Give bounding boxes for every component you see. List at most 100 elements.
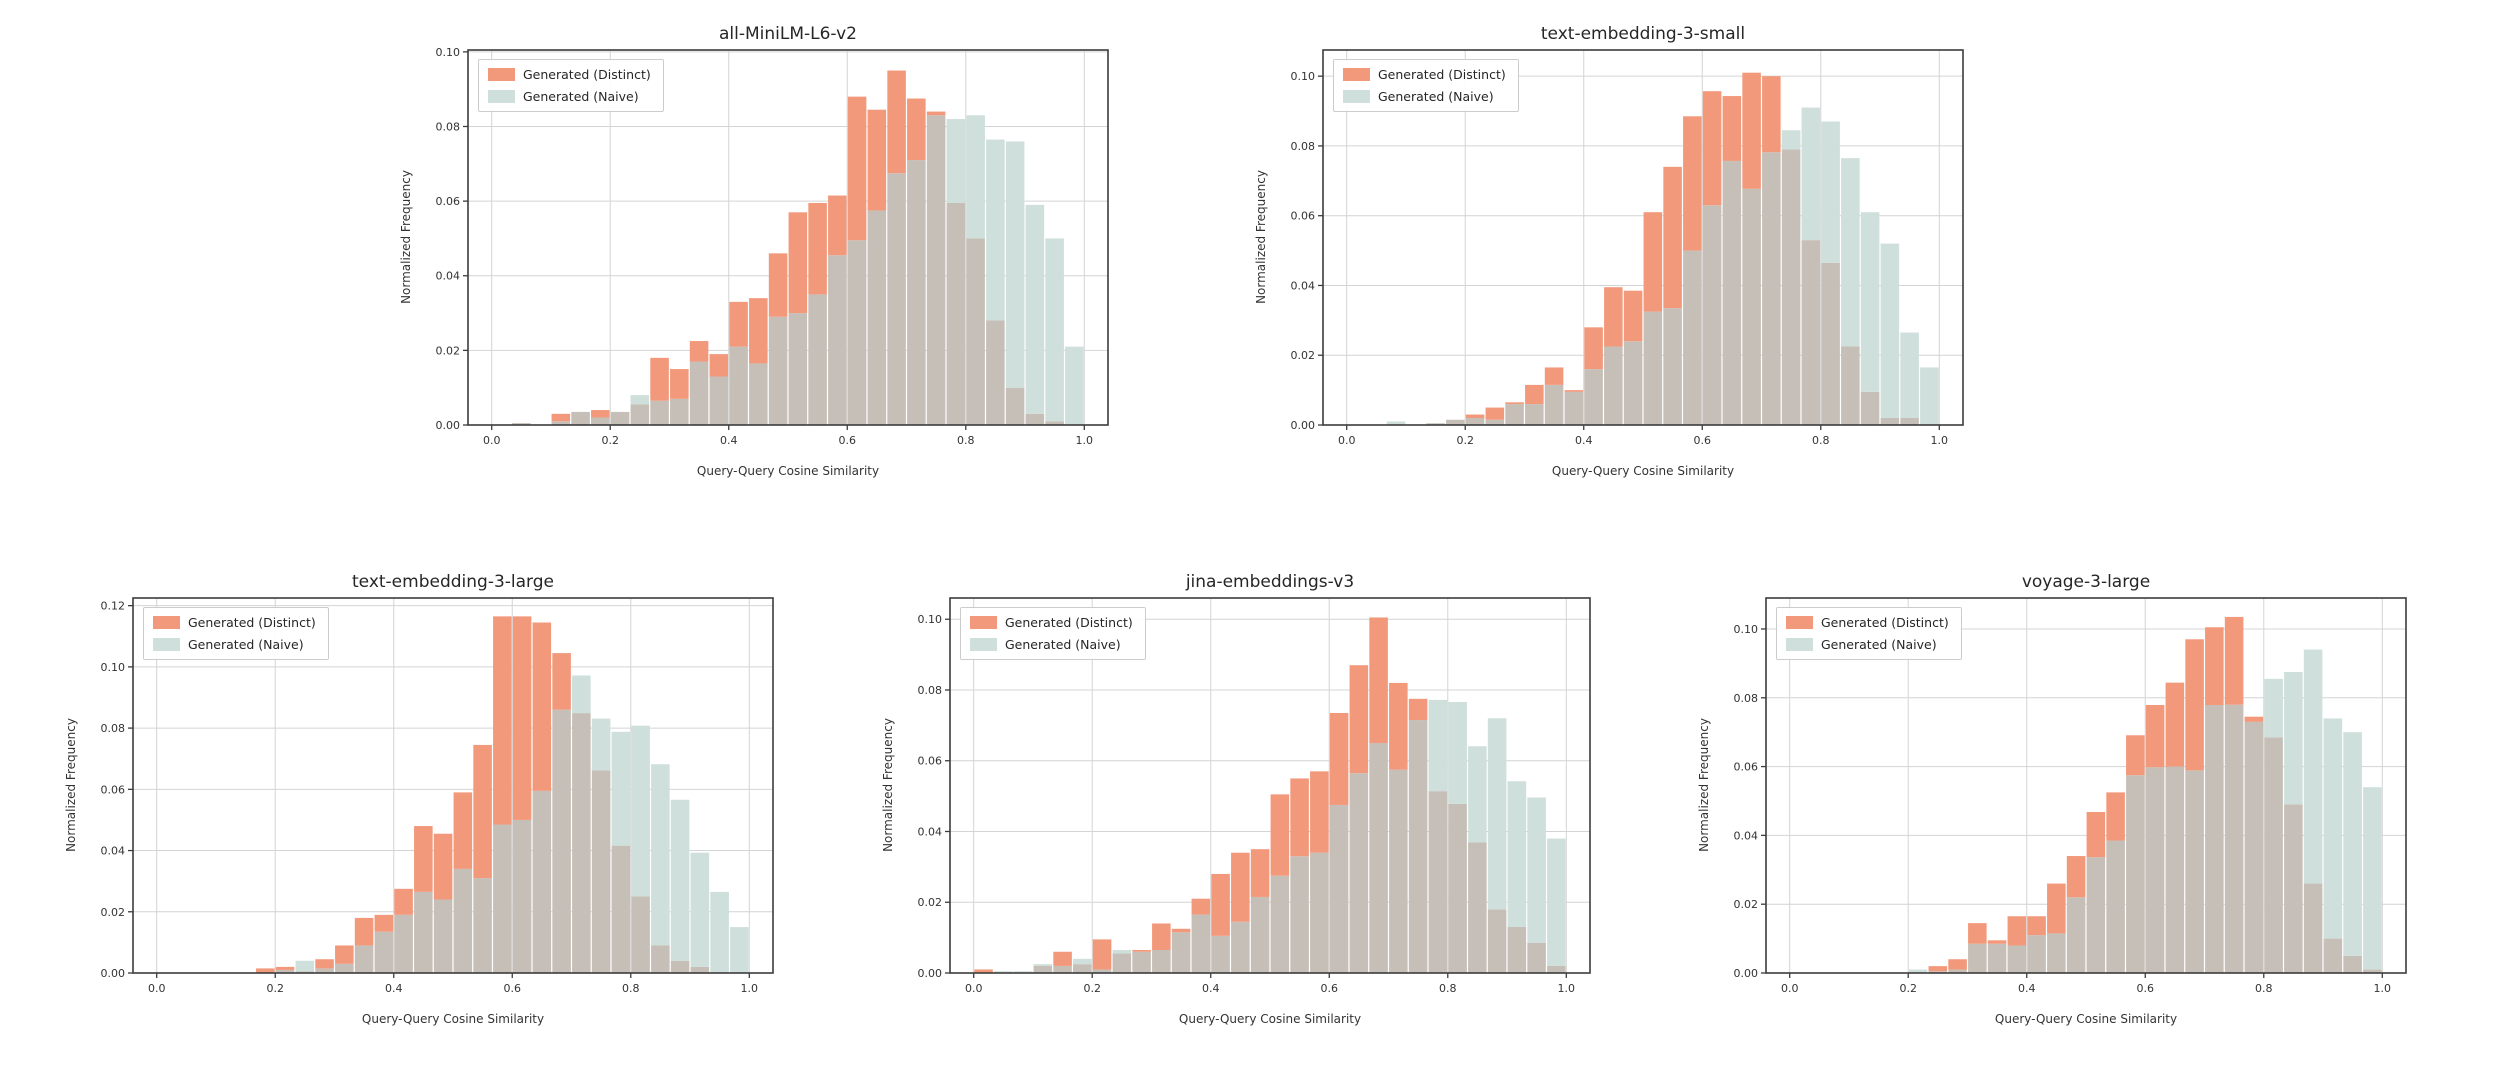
legend-item-naive: Generated (Naive) — [1786, 637, 1949, 652]
chart-text-embedding-3-small: text-embedding-3-small Normalized Freque… — [1245, 22, 1990, 512]
svg-text:0.06: 0.06 — [918, 755, 943, 768]
svg-text:0.4: 0.4 — [2018, 982, 2036, 995]
svg-text:0.2: 0.2 — [1899, 982, 1917, 995]
svg-text:0.8: 0.8 — [957, 434, 975, 447]
legend-item-naive: Generated (Naive) — [153, 637, 316, 652]
svg-text:0.4: 0.4 — [1575, 434, 1593, 447]
histogram-plot: 0.00 0.02 0.04 0.06 0.08 0.10 0.0 0.2 0.4 0.6 0.8 1… — [1734, 597, 2407, 995]
svg-text:0.00: 0.00 — [101, 967, 126, 980]
svg-text:0.6: 0.6 — [1694, 434, 1712, 447]
y-axis-label: Normalized Frequency — [64, 718, 78, 852]
svg-text:0.10: 0.10 — [101, 661, 126, 674]
chart-jina-embeddings-v3: jina-embeddings-v3 Normalized Frequency … — [872, 570, 1617, 1060]
svg-text:0.2: 0.2 — [1456, 434, 1474, 447]
svg-text:0.6: 0.6 — [1321, 982, 1339, 995]
legend-label: Generated (Distinct) — [1005, 615, 1133, 630]
svg-text:0.8: 0.8 — [1439, 982, 1457, 995]
legend-item-distinct: Generated (Distinct) — [970, 615, 1133, 630]
svg-text:0.4: 0.4 — [385, 982, 403, 995]
svg-text:0.04: 0.04 — [1734, 829, 1759, 842]
legend-label: Generated (Distinct) — [188, 615, 316, 630]
x-axis-label: Query-Query Cosine Similarity — [361, 1012, 545, 1026]
distinct-swatch-icon — [488, 68, 515, 81]
y-axis-label: Normalized Frequency — [1254, 170, 1268, 304]
svg-text:0.04: 0.04 — [1291, 279, 1316, 292]
legend-label: Generated (Naive) — [1005, 637, 1121, 652]
svg-text:0.06: 0.06 — [436, 195, 461, 208]
chart-text-embedding-3-large: text-embedding-3-large Normalized Freque… — [55, 570, 800, 1060]
svg-text:0.12: 0.12 — [101, 600, 126, 613]
chart-voyage-3-large: voyage-3-large Normalized Frequency 0.00… — [1688, 570, 2433, 1060]
naive-swatch-icon — [488, 90, 515, 103]
svg-text:0.10: 0.10 — [1734, 623, 1759, 636]
x-axis-label: Query-Query Cosine Similarity — [1551, 464, 1735, 478]
chart-all-minilm-l6-v2: all-MiniLM-L6-v2 Normalized Frequency 0.… — [390, 22, 1135, 512]
svg-text:0.2: 0.2 — [266, 982, 284, 995]
legend-item-naive: Generated (Naive) — [488, 89, 651, 104]
legend-item-naive: Generated (Naive) — [970, 637, 1133, 652]
svg-text:0.08: 0.08 — [436, 120, 461, 133]
legend: Generated (Distinct) Generated (Naive) — [478, 59, 664, 112]
svg-text:0.02: 0.02 — [1291, 349, 1316, 362]
svg-text:0.04: 0.04 — [436, 270, 461, 283]
svg-text:0.10: 0.10 — [436, 46, 461, 59]
svg-text:0.08: 0.08 — [918, 684, 943, 697]
naive-swatch-icon — [1786, 638, 1813, 651]
y-axis-label: Normalized Frequency — [1697, 718, 1711, 852]
legend-item-distinct: Generated (Distinct) — [153, 615, 316, 630]
svg-text:0.06: 0.06 — [1291, 210, 1316, 223]
legend-label: Generated (Naive) — [1821, 637, 1937, 652]
histogram-plot: 0.00 0.02 0.04 0.06 0.08 0.10 0.0 0.2 0.4 0.6 0.8 1… — [436, 46, 1109, 447]
distinct-swatch-icon — [1786, 616, 1813, 629]
x-axis-label: Query-Query Cosine Similarity — [1178, 1012, 1362, 1026]
histogram-plot: 0.00 0.02 0.04 0.06 0.08 0.10 0.12 0.0 0.2 0.4 0.6… — [101, 597, 774, 995]
svg-text:0.0: 0.0 — [1781, 982, 1799, 995]
naive-swatch-icon — [153, 638, 180, 651]
svg-text:1.0: 1.0 — [2374, 982, 2392, 995]
legend: Generated (Distinct) Generated (Naive) — [143, 607, 329, 660]
svg-text:0.8: 0.8 — [2255, 982, 2273, 995]
svg-text:0.10: 0.10 — [1291, 70, 1316, 83]
svg-text:0.02: 0.02 — [436, 344, 461, 357]
chart-title: jina-embeddings-v3 — [1185, 572, 1355, 592]
svg-text:0.02: 0.02 — [101, 906, 126, 919]
svg-text:0.00: 0.00 — [436, 419, 461, 432]
svg-text:1.0: 1.0 — [1076, 434, 1094, 447]
svg-text:0.8: 0.8 — [622, 982, 640, 995]
distinct-swatch-icon — [970, 616, 997, 629]
svg-text:0.04: 0.04 — [918, 825, 943, 838]
y-axis-label: Normalized Frequency — [399, 170, 413, 304]
histogram-plot: 0.00 0.02 0.04 0.06 0.08 0.10 0.0 0.2 0.4 0.6 0.8 1… — [918, 597, 1591, 995]
x-axis-label: Query-Query Cosine Similarity — [696, 464, 880, 478]
svg-text:0.8: 0.8 — [1812, 434, 1830, 447]
svg-text:0.02: 0.02 — [1734, 898, 1759, 911]
svg-text:0.0: 0.0 — [148, 982, 166, 995]
legend-item-distinct: Generated (Distinct) — [1786, 615, 1949, 630]
distinct-swatch-icon — [153, 616, 180, 629]
chart-title: all-MiniLM-L6-v2 — [718, 24, 857, 44]
svg-text:1.0: 1.0 — [1558, 982, 1576, 995]
svg-text:0.4: 0.4 — [1202, 982, 1220, 995]
svg-text:0.08: 0.08 — [1291, 140, 1316, 153]
legend-label: Generated (Distinct) — [1378, 67, 1506, 82]
legend-item-distinct: Generated (Distinct) — [488, 67, 651, 82]
svg-text:0.2: 0.2 — [601, 434, 619, 447]
svg-text:0.0: 0.0 — [1338, 434, 1356, 447]
svg-text:0.00: 0.00 — [1734, 967, 1759, 980]
svg-text:0.4: 0.4 — [720, 434, 738, 447]
svg-text:0.06: 0.06 — [1734, 761, 1759, 774]
svg-text:1.0: 1.0 — [1931, 434, 1949, 447]
legend: Generated (Distinct) Generated (Naive) — [960, 607, 1146, 660]
legend-item-naive: Generated (Naive) — [1343, 89, 1506, 104]
svg-text:0.04: 0.04 — [101, 845, 126, 858]
svg-text:0.08: 0.08 — [1734, 692, 1759, 705]
chart-title: voyage-3-large — [2021, 572, 2151, 592]
svg-text:0.0: 0.0 — [483, 434, 501, 447]
svg-text:0.6: 0.6 — [504, 982, 522, 995]
legend-label: Generated (Naive) — [523, 89, 639, 104]
distinct-swatch-icon — [1343, 68, 1370, 81]
svg-text:0.6: 0.6 — [2137, 982, 2155, 995]
legend-item-distinct: Generated (Distinct) — [1343, 67, 1506, 82]
svg-text:0.0: 0.0 — [965, 982, 983, 995]
